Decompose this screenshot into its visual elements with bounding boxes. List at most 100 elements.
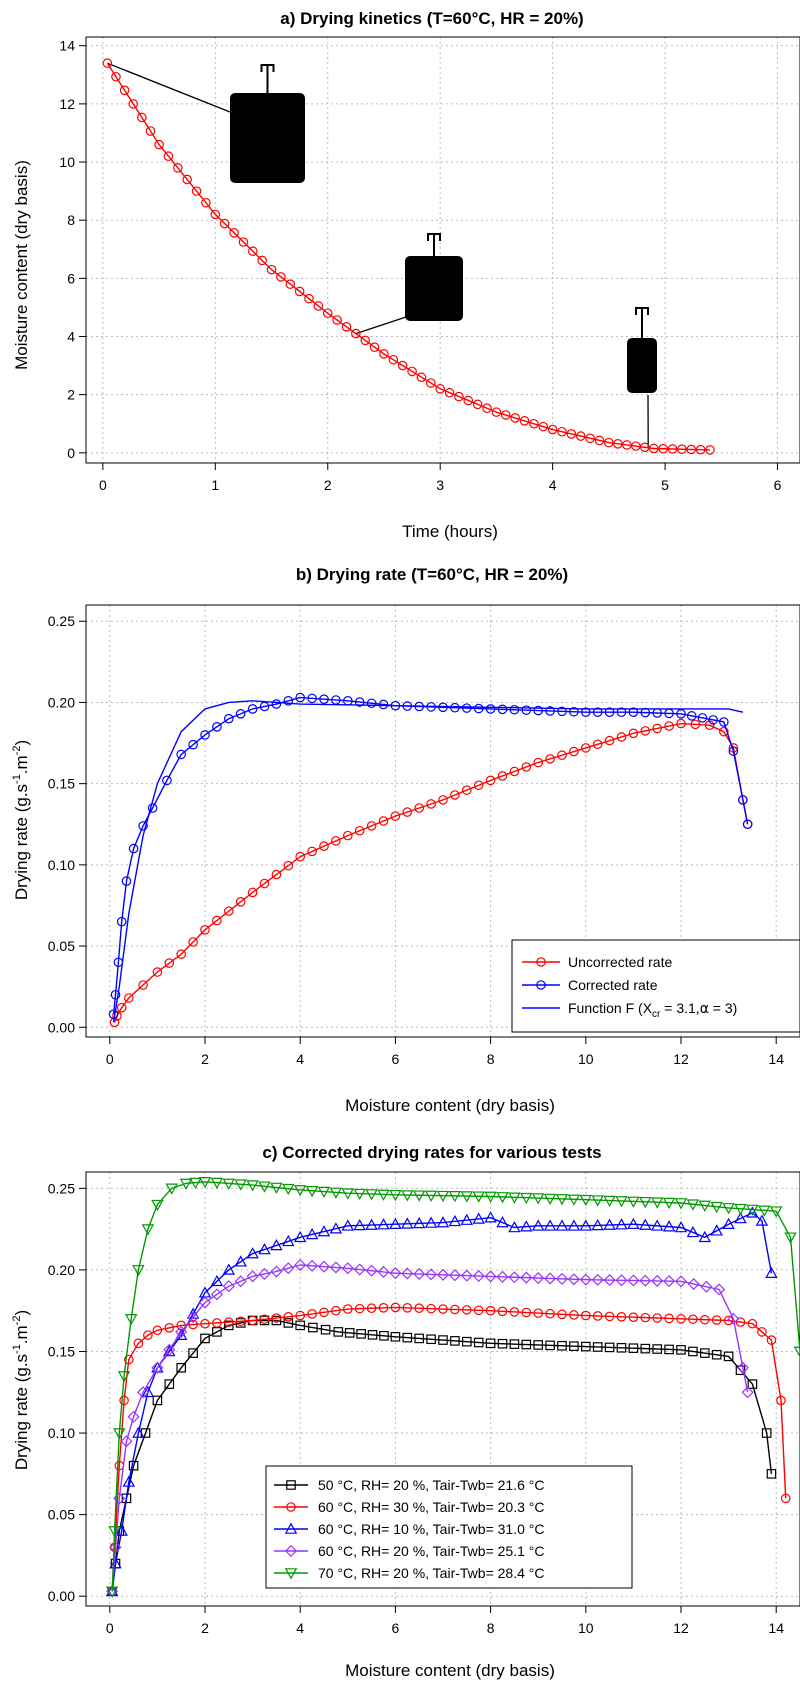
x-tick-label: 2 xyxy=(201,1620,209,1636)
data-point xyxy=(164,1323,175,1333)
data-point xyxy=(407,366,417,377)
data-point xyxy=(259,1314,270,1325)
series-1 xyxy=(108,692,753,1020)
data-point xyxy=(210,1177,224,1190)
data-point xyxy=(658,443,668,454)
data-point xyxy=(580,707,591,717)
data-point xyxy=(736,1361,749,1374)
data-point xyxy=(616,1312,627,1322)
data-point xyxy=(508,1271,521,1284)
x-tick-label: 6 xyxy=(392,1620,400,1636)
data-point xyxy=(533,1340,543,1350)
legend-marker xyxy=(286,1480,296,1490)
data-point xyxy=(533,705,543,716)
data-point xyxy=(424,1216,438,1228)
data-point xyxy=(128,843,139,854)
data-point xyxy=(663,1275,676,1288)
sample-photo-medium xyxy=(355,233,463,335)
data-point xyxy=(472,1212,485,1224)
data-point xyxy=(555,1194,569,1206)
data-point xyxy=(413,1267,426,1281)
data-point xyxy=(141,1224,155,1236)
panel-a-y-axis-label: Moisture content (dry basis) xyxy=(12,160,31,370)
data-point xyxy=(436,1216,450,1228)
data-point xyxy=(283,1312,294,1322)
legend-function-f-prefix: Function F (X xyxy=(568,1000,653,1016)
data-point xyxy=(176,1362,186,1373)
data-point xyxy=(472,1269,485,1283)
data-point xyxy=(436,1268,450,1281)
data-point xyxy=(531,1219,545,1231)
data-point xyxy=(697,713,708,723)
data-point xyxy=(179,1178,193,1190)
panel-c-legend-items: 50 °C, RH= 20 %, Tair-Twb= 21.6 °C 60 °C,… xyxy=(274,1477,544,1581)
data-point xyxy=(283,860,294,871)
data-point xyxy=(484,1211,497,1223)
data-point xyxy=(341,1219,355,1231)
data-point xyxy=(282,1183,295,1196)
data-point xyxy=(307,846,317,857)
data-point xyxy=(640,442,650,453)
data-point xyxy=(224,713,234,724)
data-point xyxy=(143,1330,153,1340)
data-point xyxy=(639,1218,652,1230)
data-point xyxy=(508,1192,521,1204)
data-point xyxy=(424,1190,438,1202)
y-tick-label: 0.20 xyxy=(48,1262,75,1278)
x-tick-label: 10 xyxy=(578,1620,594,1636)
data-point xyxy=(758,1205,771,1217)
data-point xyxy=(766,1469,777,1479)
data-point xyxy=(555,1272,569,1285)
data-point xyxy=(580,743,591,753)
ylabel-c-suffix: ) xyxy=(12,1310,31,1316)
data-point xyxy=(247,704,258,714)
data-point xyxy=(450,790,460,800)
data-point xyxy=(580,1310,591,1321)
data-point xyxy=(224,1317,234,1327)
data-point xyxy=(580,1341,591,1352)
data-point xyxy=(390,1331,401,1342)
data-point xyxy=(224,1320,234,1331)
data-point xyxy=(342,830,353,841)
y-tick-label: 0.15 xyxy=(48,1343,75,1359)
data-point xyxy=(132,1426,145,1438)
data-point xyxy=(304,293,314,304)
data-point xyxy=(212,722,222,732)
data-point xyxy=(322,308,333,319)
data-point xyxy=(198,1296,212,1309)
data-point xyxy=(354,825,365,836)
data-point xyxy=(640,726,651,736)
data-point xyxy=(650,1219,664,1231)
data-point xyxy=(270,1265,283,1278)
y-tick-label: 0.25 xyxy=(48,613,75,629)
data-point xyxy=(472,399,483,410)
data-point xyxy=(699,1314,710,1325)
data-point xyxy=(454,391,464,402)
legend-marker xyxy=(284,1568,298,1580)
data-point xyxy=(402,1303,413,1313)
data-point xyxy=(604,437,614,448)
series-line xyxy=(111,1211,773,1592)
data-point xyxy=(234,1179,247,1191)
data-point xyxy=(188,1348,198,1358)
y-tick-label: 8 xyxy=(67,212,75,228)
x-tick-label: 14 xyxy=(768,1051,784,1067)
y-tick-label: 0.05 xyxy=(48,1507,75,1523)
data-point xyxy=(137,1386,150,1399)
data-point xyxy=(295,692,305,703)
data-point xyxy=(333,1327,344,1337)
data-point xyxy=(448,1191,462,1203)
data-point xyxy=(543,1193,557,1205)
data-point xyxy=(285,279,296,289)
photo-sample-body xyxy=(230,93,305,183)
y-tick-label: 0.25 xyxy=(48,1180,75,1196)
data-point xyxy=(344,1328,355,1338)
data-point xyxy=(438,702,448,713)
data-point xyxy=(188,1319,198,1330)
data-point xyxy=(631,441,641,451)
data-point xyxy=(366,821,377,831)
legend-item-4: 70 °C, RH= 20 %, Tair-Twb= 28.4 °C xyxy=(274,1565,544,1581)
data-point xyxy=(616,732,627,742)
data-point xyxy=(271,869,282,880)
photo-hook xyxy=(427,233,441,241)
